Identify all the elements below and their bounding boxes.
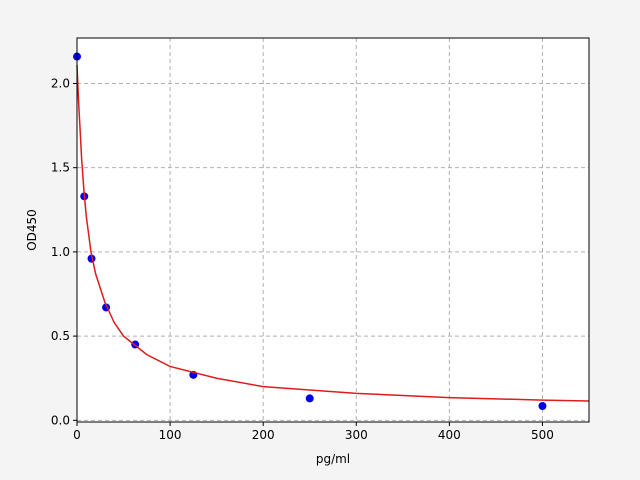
fit-curve: [76, 64, 590, 402]
x-tick-label: 200: [252, 428, 275, 442]
plot-area: [77, 38, 589, 422]
y-tick-label: 0.5: [51, 329, 70, 343]
y-tick-label: 0.0: [51, 413, 70, 427]
y-axis-label: OD450: [25, 209, 39, 251]
x-tick-label: 300: [345, 428, 368, 442]
plot-frame: [76, 37, 590, 423]
data-point: [305, 394, 314, 403]
x-axis-label: pg/ml: [316, 452, 350, 466]
data-point: [538, 402, 547, 410]
x-tick-label: 500: [531, 428, 554, 442]
x-tick-label: 100: [159, 428, 182, 442]
plot-layer: [73, 38, 590, 422]
y-tick-label: 2.0: [51, 76, 70, 90]
y-tick-label: 1.5: [51, 161, 70, 175]
y-tick-label: 1.0: [51, 245, 70, 259]
x-tick-label: 400: [438, 428, 461, 442]
x-tick-label: 0: [73, 428, 81, 442]
